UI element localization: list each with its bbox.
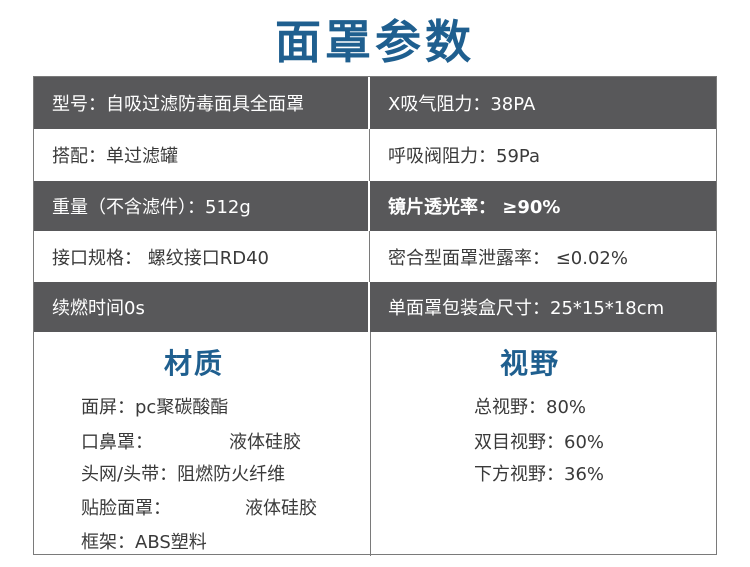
param-afterflame-time: 续燃时间0s <box>34 282 370 332</box>
param-interface: 接口规格： 螺纹接口RD40 <box>34 231 370 282</box>
param-model: 型号：自吸过滤防毒面具全面罩 <box>34 77 370 129</box>
material-value: 液体硅胶 <box>229 432 301 453</box>
param-weight: 重量（不含滤件）：512g <box>34 181 370 231</box>
material-item: 头网/头带：阻燃防火纤维 <box>81 460 285 486</box>
param-exhale-valve-resistance: 呼吸阀阻力：59Pa <box>388 146 540 167</box>
material-label: 口鼻罩： <box>81 432 153 453</box>
material-item: 口鼻罩： 液体硅胶 <box>81 428 301 454</box>
material-label: 面屏： <box>81 397 135 418</box>
material-label: 框架： <box>81 532 135 553</box>
table-row: 续燃时间0s 单面罩包装盒尺寸：25*15*18cm <box>34 282 716 332</box>
vision-item: 下方视野：36% <box>474 464 605 485</box>
page-title: 面罩参数 <box>275 15 475 69</box>
param-box-size: 单面罩包装盒尺寸：25*15*18cm <box>388 298 665 319</box>
table-row: 接口规格： 螺纹接口RD40 密合型面罩泄露率： ≤0.02% <box>34 231 716 282</box>
material-item: 贴脸面罩： 液体硅胶 <box>81 494 317 520</box>
vision-item: 总视野：80% <box>474 397 587 418</box>
material-value: pc聚碳酸酯 <box>135 397 229 418</box>
param-inhale-resistance: X吸气阻力：38PA <box>388 94 536 115</box>
column-divider <box>370 332 371 556</box>
param-lens-transmittance: 镜片透光率： ≥90% <box>388 197 561 218</box>
material-label: 贴脸面罩： <box>81 498 171 519</box>
param-pairing: 搭配：单过滤罐 <box>34 129 370 181</box>
vision-title: 视野 <box>500 347 561 380</box>
param-leak-rate: 密合型面罩泄露率： ≤0.02% <box>388 247 628 269</box>
material-value: ABS塑料 <box>135 532 207 553</box>
parameter-table: 型号：自吸过滤防毒面具全面罩 X吸气阻力：38PA 搭配：单过滤罐 呼吸阀阻力：… <box>33 76 717 556</box>
table-row: 型号：自吸过滤防毒面具全面罩 X吸气阻力：38PA <box>34 77 716 129</box>
material-item: 框架：ABS塑料 <box>81 528 207 554</box>
table-row: 搭配：单过滤罐 呼吸阀阻力：59Pa <box>34 129 716 181</box>
material-value: 阻燃防火纤维 <box>177 464 286 485</box>
material-value: 液体硅胶 <box>245 498 317 519</box>
vision-item: 双目视野：60% <box>474 432 605 453</box>
table-row: 重量（不含滤件）：512g 镜片透光率： ≥90% <box>34 181 716 231</box>
material-title: 材质 <box>164 347 225 380</box>
material-label: 头网/头带： <box>81 464 178 485</box>
material-item: 面屏：pc聚碳酸酯 <box>81 393 228 419</box>
